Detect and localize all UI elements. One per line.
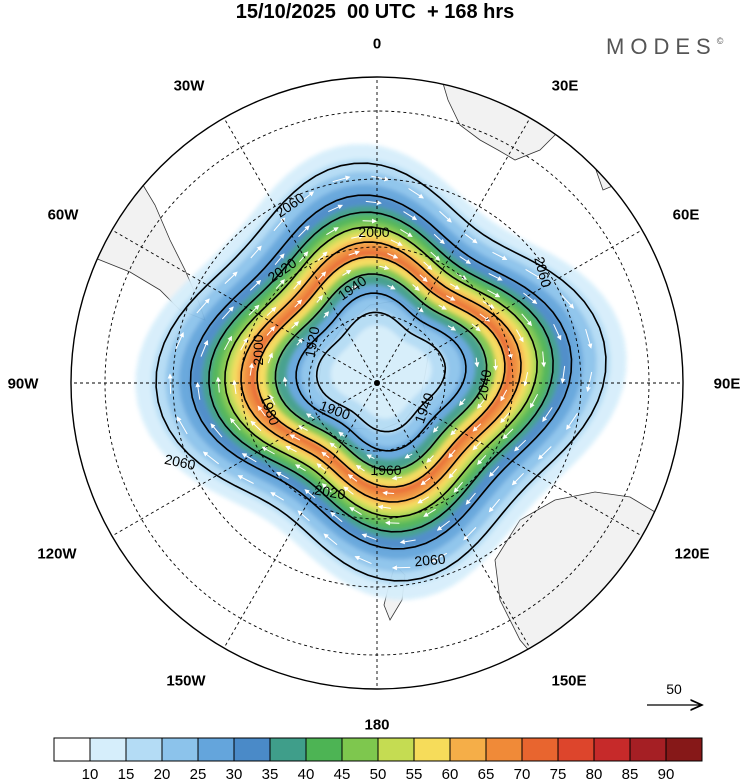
- lon-label-0: 0: [373, 36, 381, 53]
- colorbar-swatch: [90, 738, 126, 761]
- colorbar-swatch: [522, 738, 558, 761]
- colorbar-tick-label: 70: [514, 766, 531, 783]
- colorbar-tick-label: 60: [442, 766, 459, 783]
- colorbar-tick-label: 90: [658, 766, 675, 783]
- colorbar-tick-label: 25: [190, 766, 207, 783]
- contour-label-group: 2000: [249, 333, 266, 367]
- colorbar-swatch: [630, 738, 666, 761]
- colorbar-swatch: [666, 738, 702, 761]
- lon-label-60e: 60E: [673, 207, 700, 224]
- map-disc: 2060206020602060204020202020200020001980…: [70, 45, 690, 689]
- colorbar-tick-label: 50: [370, 766, 387, 783]
- lon-label-30e: 30E: [552, 78, 579, 95]
- colorbar-swatch: [414, 738, 450, 761]
- colorbar-tick-label: 45: [334, 766, 351, 783]
- lon-label-120w: 120W: [37, 546, 76, 563]
- colorbar-swatch: [306, 738, 342, 761]
- land-madagascar: [596, 150, 620, 190]
- lon-label-30w: 30W: [174, 78, 205, 95]
- colorbar-swatch: [126, 738, 162, 761]
- wind-arrow: [170, 374, 171, 393]
- colorbar-tick-label: 40: [298, 766, 315, 783]
- colorbar-swatch: [558, 738, 594, 761]
- colorbar-tick-label: 30: [226, 766, 243, 783]
- colorbar-swatch: [378, 738, 414, 761]
- wind-arrow: [393, 567, 410, 568]
- lon-label-90w: 90W: [8, 376, 39, 393]
- colorbar-tick-label: 65: [478, 766, 495, 783]
- colorbar-tick-label: 75: [550, 766, 567, 783]
- colorbar-swatch: [162, 738, 198, 761]
- colorbar-swatch: [486, 738, 522, 761]
- colorbar-swatch: [270, 738, 306, 761]
- contour-label: 2000: [250, 334, 266, 365]
- wind-arrow: [495, 359, 496, 370]
- contour-label-group: 1960: [369, 461, 403, 478]
- colorbar-swatch: [234, 738, 270, 761]
- colorbar-tick-label: 15: [118, 766, 135, 783]
- colorbar-tick-label: 20: [154, 766, 171, 783]
- lon-label-60w: 60W: [48, 207, 79, 224]
- contour-label-group: 2000: [357, 223, 391, 240]
- wind-arrow: [383, 493, 394, 494]
- contour-label: 2060: [414, 551, 447, 570]
- colorbar-swatch: [594, 738, 630, 761]
- contour-label: 2000: [358, 224, 389, 240]
- colorbar-tick-label: 80: [586, 766, 603, 783]
- land-australia: [495, 492, 690, 675]
- colorbar-swatch: [54, 738, 90, 761]
- colorbar-tick-label: 10: [82, 766, 99, 783]
- colorbar-tick-label: 85: [622, 766, 639, 783]
- colorbar-swatch: [450, 738, 486, 761]
- contour-label-group: 2060: [412, 550, 447, 570]
- colorbar-tick-label: 55: [406, 766, 423, 783]
- colorbar-tick-label: 35: [262, 766, 279, 783]
- land-africa: [440, 45, 575, 160]
- colorbar-swatch: [342, 738, 378, 761]
- contour-label: 1960: [370, 462, 401, 478]
- lon-label-150e: 150E: [551, 673, 586, 690]
- lon-label-150w: 150W: [166, 673, 205, 690]
- colorbar-swatch: [198, 738, 234, 761]
- lon-label-180: 180: [364, 717, 389, 734]
- reference-vector-label: 50: [666, 681, 682, 697]
- lon-label-120e: 120E: [674, 546, 709, 563]
- lon-label-90e: 90E: [714, 376, 741, 393]
- colorbar: [54, 738, 702, 761]
- south-pole-marker: [374, 380, 380, 386]
